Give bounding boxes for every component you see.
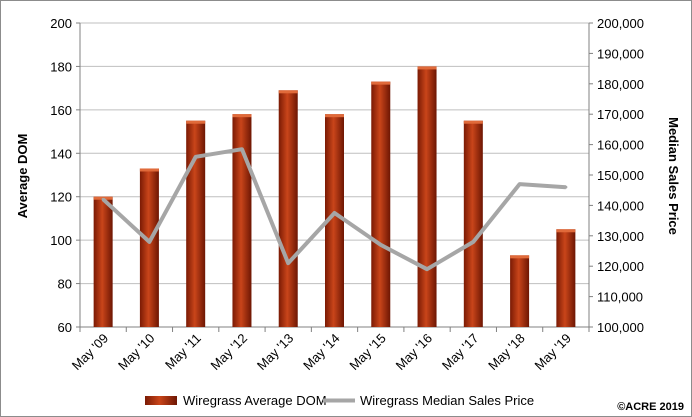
line-point xyxy=(333,211,336,215)
line-point xyxy=(147,240,151,244)
x-tick-label: May '18 xyxy=(485,331,528,374)
right-tick-label: 190,000 xyxy=(597,46,644,61)
bar-top xyxy=(417,66,437,70)
bar xyxy=(186,120,206,327)
line-point xyxy=(240,147,244,151)
x-tick-label: May '17 xyxy=(439,331,482,374)
right-axis-ticks: 100,000 110,000 120,000 130,000 140,000 150,0… xyxy=(589,16,644,335)
bar-body xyxy=(186,120,206,327)
left-tick-label: 60 xyxy=(58,320,72,335)
bar xyxy=(139,168,159,327)
right-tick-label: 160,000 xyxy=(597,138,644,153)
bar-top xyxy=(278,90,298,94)
bar-body xyxy=(371,81,391,327)
line-point xyxy=(564,185,568,189)
left-tick-label: 140 xyxy=(50,146,72,161)
bar-top xyxy=(371,81,391,85)
x-tick-label: May '15 xyxy=(346,331,389,374)
bar-body xyxy=(510,255,530,327)
line-series xyxy=(101,147,568,272)
right-tick-label: 110,000 xyxy=(597,290,643,305)
x-tick-label: May '11 xyxy=(162,331,204,373)
right-tick-label: 200,000 xyxy=(597,16,644,31)
legend-label-line: Wiregrass Median Sales Price xyxy=(360,393,534,408)
bar xyxy=(93,196,113,327)
right-tick-label: 100,000 xyxy=(597,320,644,335)
right-tick-label: 170,000 xyxy=(597,107,644,122)
left-tick-label: 200 xyxy=(50,16,72,31)
line-point xyxy=(471,240,475,244)
right-tick-label: 180,000 xyxy=(597,77,644,92)
left-axis-ticks: 60 80 100 120 140 160 180 200 xyxy=(50,16,80,335)
x-tick-label: May '10 xyxy=(115,331,158,374)
x-tick-label: May '13 xyxy=(254,331,297,374)
legend-label-bar: Wiregrass Average DOM xyxy=(183,393,327,408)
bar-top xyxy=(556,229,576,233)
bar-top xyxy=(186,120,206,124)
x-tick-label: May '09 xyxy=(69,331,112,374)
x-tick-label: May '16 xyxy=(393,331,436,374)
line-point xyxy=(518,182,522,186)
line-point xyxy=(194,155,198,159)
legend-swatch-bar xyxy=(145,396,177,405)
left-tick-label: 180 xyxy=(50,59,72,74)
x-tick-label: May '12 xyxy=(208,331,251,374)
x-axis-ticks: May '09 May '10 May '11 May '12 May '13 May '… xyxy=(69,327,590,374)
right-tick-label: 120,000 xyxy=(597,259,644,274)
x-tick-label: May '19 xyxy=(531,331,574,374)
right-tick-label: 150,000 xyxy=(597,168,644,183)
line-point xyxy=(425,267,429,271)
bar-body xyxy=(556,229,576,327)
bar-body xyxy=(278,90,298,327)
right-tick-label: 140,000 xyxy=(597,198,644,213)
x-tick-label: May '14 xyxy=(300,331,343,374)
line-point xyxy=(101,197,105,201)
left-tick-label: 100 xyxy=(50,233,72,248)
legend: Wiregrass Average DOM Wiregrass Median S… xyxy=(145,393,534,408)
bar-body xyxy=(417,66,437,327)
line-point xyxy=(286,261,290,265)
bar-top xyxy=(325,114,344,118)
bar-body xyxy=(139,168,159,327)
bar-top xyxy=(463,120,483,124)
line-point xyxy=(379,243,383,247)
y-axis-title: Average DOM xyxy=(15,134,30,219)
y2-axis-title: Median Sales Price xyxy=(666,117,681,235)
bar xyxy=(232,114,252,327)
bar xyxy=(417,66,437,327)
right-tick-label: 130,000 xyxy=(597,229,644,244)
bar-body xyxy=(463,120,483,327)
bar-top xyxy=(232,114,252,118)
copyright-text: ©ACRE 2019 xyxy=(617,401,684,413)
bar-top xyxy=(139,168,159,172)
bar-series xyxy=(93,66,576,327)
bar-top xyxy=(510,255,530,259)
bar xyxy=(278,90,298,327)
left-tick-label: 120 xyxy=(50,190,72,205)
bar xyxy=(463,120,483,327)
bar-body xyxy=(232,114,252,327)
bar xyxy=(325,114,344,327)
bar xyxy=(371,81,391,327)
bar-body xyxy=(93,196,113,327)
left-tick-label: 80 xyxy=(58,277,72,292)
bar-body xyxy=(325,114,344,327)
bar xyxy=(556,229,576,327)
left-tick-label: 160 xyxy=(50,103,72,118)
bar xyxy=(510,255,530,327)
